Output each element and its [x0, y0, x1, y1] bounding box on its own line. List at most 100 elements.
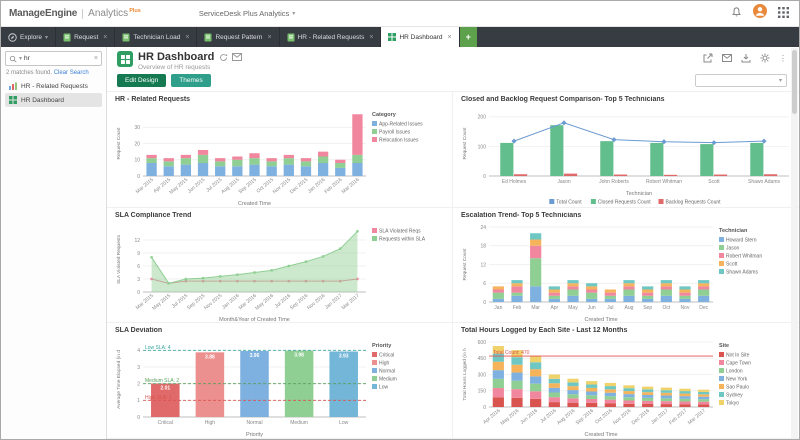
- panel-sla-compliance-trend: SLA Compliance Trend 0 3 6 9 12 Mar 2015 May 2…: [107, 207, 453, 324]
- svg-text:Jason: Jason: [726, 245, 740, 251]
- sidebar-item-hr-dashboard[interactable]: HR Dashboard: [5, 93, 102, 107]
- bar-chart-icon: [9, 82, 17, 90]
- mail-icon[interactable]: [722, 54, 732, 62]
- svg-text:0: 0: [137, 289, 140, 295]
- page-title: HR Dashboard: [138, 51, 215, 63]
- svg-text:Sep: Sep: [643, 305, 652, 311]
- tab-explore[interactable]: Explore ▾: [1, 27, 57, 47]
- main-content: HR Dashboard Overview of HR requests: [107, 47, 799, 439]
- svg-text:600: 600: [478, 340, 487, 346]
- search-input[interactable]: [24, 55, 92, 62]
- svg-text:Low: Low: [379, 385, 389, 391]
- svg-text:Shawn Adams: Shawn Adams: [748, 179, 780, 185]
- svg-text:Technician: Technician: [626, 191, 652, 197]
- svg-text:Critical: Critical: [379, 353, 394, 359]
- more-options-icon[interactable]: ⋮: [779, 53, 787, 63]
- svg-text:300: 300: [478, 373, 487, 379]
- hours-by-site-chart[interactable]: 0 150 300 450 600 Apr 2016 May 2016 Jun 2016 Jul…: [459, 334, 793, 438]
- svg-text:9: 9: [137, 250, 140, 256]
- svg-text:Aug 2015: Aug 2015: [220, 177, 240, 195]
- tab-bar: Explore ▾ Request × Technician Load × Re…: [1, 27, 799, 47]
- edit-design-button[interactable]: Edit Design: [117, 74, 167, 87]
- svg-text:Nov: Nov: [681, 305, 690, 311]
- new-tab-button[interactable]: +: [459, 27, 477, 47]
- export-icon[interactable]: [741, 53, 751, 63]
- share-icon[interactable]: [703, 53, 713, 63]
- svg-text:Created Time: Created Time: [238, 201, 271, 207]
- notifications-bell-icon[interactable]: [731, 5, 742, 23]
- chart-title: SLA Deviation: [115, 327, 163, 335]
- closed-backlog-chart[interactable]: 0 100 200 Ed Holmes Jason John Roberts Robert …: [459, 103, 793, 207]
- sla-compliance-chart[interactable]: 0 3 6 9 12 Mar 2015 May 2015 Jul 2015 Sep 2015 No…: [113, 219, 446, 322]
- svg-text:Howard Stern: Howard Stern: [726, 237, 757, 243]
- escalation-trend-chart[interactable]: 0 6 12 18 24 Jan Feb Mar Apr May Jun Jul Aug Sep Oct No…: [459, 219, 793, 322]
- svg-text:Tokyo: Tokyo: [726, 401, 739, 407]
- app-logo[interactable]: ManageEngine Analytics Plus: [9, 8, 141, 19]
- svg-text:Mar: Mar: [531, 305, 540, 311]
- svg-text:Apr: Apr: [550, 305, 558, 311]
- svg-text:Robert Whitman: Robert Whitman: [726, 253, 762, 259]
- tab-request[interactable]: Request ×: [56, 27, 116, 47]
- sidebar-search[interactable]: ▾ ×: [5, 51, 102, 66]
- themes-button[interactable]: Themes: [171, 74, 211, 87]
- close-icon[interactable]: ×: [447, 33, 452, 41]
- clear-search-x-icon[interactable]: ×: [93, 55, 98, 62]
- tab-technician-load[interactable]: Technician Load ×: [115, 27, 198, 47]
- close-icon[interactable]: ×: [103, 33, 108, 41]
- svg-text:Nov 2016: Nov 2016: [612, 408, 632, 426]
- scrollbar-thumb[interactable]: [792, 50, 797, 114]
- svg-text:Not In Site: Not In Site: [726, 353, 750, 359]
- apps-grid-icon[interactable]: [778, 5, 789, 23]
- svg-text:450: 450: [478, 356, 487, 362]
- svg-text:Jan 2017: Jan 2017: [650, 408, 670, 426]
- clear-search-link[interactable]: Clear Search: [53, 70, 89, 76]
- report-icon: [63, 33, 71, 41]
- panel-closed-backlog-comparison: Closed and Backlog Request Comparison- T…: [453, 92, 799, 208]
- svg-text:Jun 2016: Jun 2016: [519, 408, 539, 426]
- mail-icon[interactable]: [232, 53, 243, 61]
- chevron-down-icon: ▾: [45, 34, 49, 41]
- header-action-icons: ⋮: [703, 51, 787, 63]
- tab-hr-related-requests[interactable]: HR - Related Requests ×: [280, 27, 382, 47]
- svg-text:Critical: Critical: [158, 420, 173, 426]
- close-icon[interactable]: ×: [267, 33, 272, 41]
- tab-request-pattern[interactable]: Request Pattern ×: [197, 27, 280, 47]
- svg-text:30: 30: [134, 125, 140, 131]
- svg-text:Category: Category: [372, 112, 397, 118]
- close-icon[interactable]: ×: [369, 33, 374, 41]
- svg-text:Requests within SLA: Requests within SLA: [379, 236, 426, 242]
- svg-text:Jason: Jason: [557, 179, 571, 185]
- svg-text:Sep 2016: Sep 2016: [289, 292, 309, 310]
- chart-title: Total Hours Logged by Each Site - Last 1…: [461, 327, 628, 335]
- top-right-icons: [731, 4, 789, 23]
- svg-text:Sep 2015: Sep 2015: [238, 177, 258, 195]
- app-selector-label: ServiceDesk Plus Analytics: [198, 9, 290, 18]
- sidebar-item-hr-related-requests[interactable]: HR - Related Requests: [5, 79, 102, 93]
- svg-text:Nov 2015: Nov 2015: [272, 177, 292, 195]
- app-selector-dropdown[interactable]: ServiceDesk Plus Analytics ▾: [199, 9, 295, 18]
- vertical-scrollbar[interactable]: [791, 48, 798, 438]
- svg-text:SLA Violated Reqs: SLA Violated Reqs: [379, 228, 421, 234]
- svg-text:Closed Requests Count: Closed Requests Count: [598, 200, 651, 206]
- hr-related-requests-chart[interactable]: 0 10 20 30 Mar 2015 Apr 2015 May 2015 Jun 2015 J…: [113, 103, 446, 207]
- svg-text:Nov 2016: Nov 2016: [306, 292, 326, 310]
- svg-text:Mar 2016: Mar 2016: [341, 177, 361, 195]
- tab-label: Request Pattern: [215, 33, 263, 41]
- svg-text:New York: New York: [726, 377, 748, 383]
- user-avatar[interactable]: [753, 4, 767, 23]
- sla-deviation-chart[interactable]: 0 1 2 3 4 Critical High Normal Medium Low Average …: [113, 334, 446, 438]
- settings-gear-icon[interactable]: [760, 53, 770, 63]
- svg-text:Oct 2016: Oct 2016: [594, 408, 614, 426]
- refresh-icon[interactable]: [219, 53, 228, 62]
- svg-text:24: 24: [480, 224, 486, 230]
- svg-text:Shawn Adams: Shawn Adams: [726, 269, 758, 275]
- panel-escalation-trend: Escalation Trend- Top 5 Technicians 0 6 12…: [453, 208, 799, 324]
- dashboard-toolbar: Edit Design Themes ▾: [107, 72, 799, 91]
- dashboard-filter-dropdown[interactable]: ▾: [695, 74, 787, 87]
- svg-text:Sep 2015: Sep 2015: [186, 292, 206, 310]
- close-icon[interactable]: ×: [185, 33, 190, 41]
- svg-text:0: 0: [137, 174, 140, 180]
- tab-hr-dashboard-active[interactable]: HR Dashboard ×: [381, 27, 460, 47]
- sidebar-item-label: HR - Related Requests: [21, 82, 88, 90]
- search-filter-caret-icon[interactable]: ▾: [19, 56, 23, 62]
